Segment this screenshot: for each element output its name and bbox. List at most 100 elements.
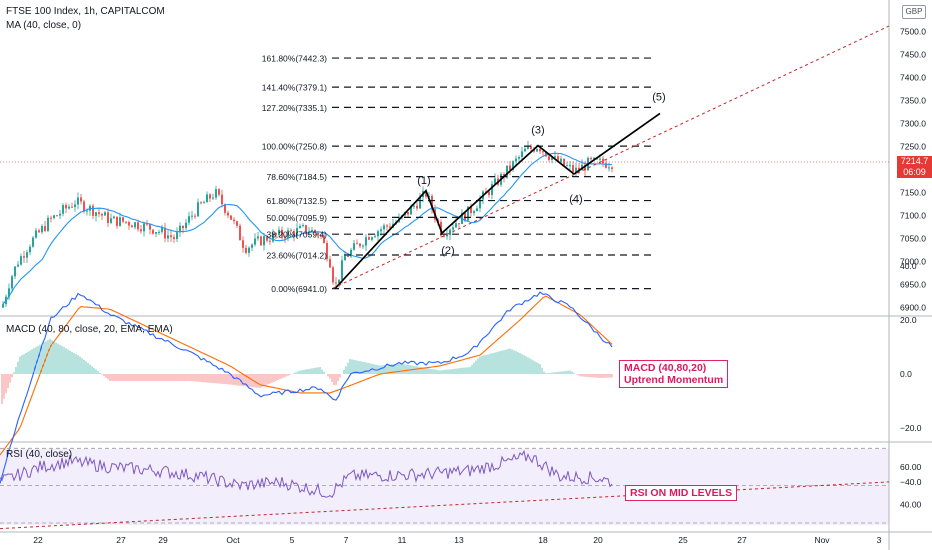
rsi-annotation[interactable]: RSI ON MID LEVELS xyxy=(625,485,738,501)
price-axis-tick: 7100.0 xyxy=(900,211,926,221)
candle-body xyxy=(542,151,544,153)
candle-body xyxy=(605,163,607,168)
rsi-legend[interactable]: RSI (40, close) xyxy=(6,449,73,460)
candle-body xyxy=(164,227,166,239)
time-axis-tick: 27 xyxy=(116,535,126,545)
candle-body xyxy=(131,225,133,228)
candle-body xyxy=(233,219,235,222)
candle-body xyxy=(362,245,364,247)
candle-body xyxy=(206,194,208,203)
candle-body xyxy=(152,229,154,234)
candle-body xyxy=(125,221,127,223)
candle-body xyxy=(356,243,358,245)
candle-body xyxy=(359,243,361,247)
candle-body xyxy=(158,231,160,233)
candle-body xyxy=(8,288,10,297)
price-axis-tick: 7350.0 xyxy=(900,96,926,106)
candle-body xyxy=(527,146,529,149)
wave-label: (3) xyxy=(531,125,544,137)
candle-body xyxy=(20,256,22,265)
time-axis-tick: 7 xyxy=(344,535,349,545)
macd-annotation[interactable]: MACD (40,80,20) Uptrend Momentum xyxy=(619,360,729,388)
candle-body xyxy=(44,226,46,231)
candle-body xyxy=(539,149,541,152)
wave-label: (2) xyxy=(441,245,454,257)
candle-body xyxy=(59,213,61,216)
candle-body xyxy=(203,202,205,204)
candle-body xyxy=(524,148,526,152)
candle-body xyxy=(149,224,151,230)
candle-body xyxy=(215,189,217,198)
fib-level-label: 141.40%(7379.1) xyxy=(262,83,327,93)
symbol-title[interactable]: FTSE 100 Index, 1h, CAPITALCOM xyxy=(6,6,165,17)
candle-body xyxy=(377,231,379,237)
candle-body xyxy=(470,206,472,214)
price-axis-tick: 7500.0 xyxy=(900,27,926,37)
fib-level-label: 100.00%(7250.8) xyxy=(262,142,327,152)
fib-level-label: 23.60%(7014.2) xyxy=(267,250,328,260)
candle-body xyxy=(50,217,52,219)
macd-axis-tick: 20.0 xyxy=(900,315,917,325)
candle-body xyxy=(509,165,511,170)
candle-body xyxy=(14,266,16,277)
candle-body xyxy=(599,158,601,160)
candle-body xyxy=(374,236,376,238)
candle-body xyxy=(11,276,13,289)
candle-body xyxy=(179,225,181,233)
candle-body xyxy=(35,230,37,238)
rsi-axis-tick: 40.00 xyxy=(900,499,922,509)
fib-level-label: 78.60%(7184.5) xyxy=(267,172,328,182)
candle-body xyxy=(467,206,469,221)
candle-body xyxy=(290,230,292,232)
candle-body xyxy=(56,215,58,217)
candle-body xyxy=(389,226,391,228)
candle-body xyxy=(518,156,520,159)
candle-body xyxy=(251,244,253,248)
wave-label: (4) xyxy=(569,194,582,206)
candle-body xyxy=(608,167,610,169)
candle-body xyxy=(425,190,427,197)
candle-body xyxy=(320,235,322,237)
candle-body xyxy=(353,243,355,250)
candle-body xyxy=(245,247,247,253)
candle-body xyxy=(413,205,415,207)
candle-body xyxy=(185,222,187,229)
currency-button[interactable]: GBP xyxy=(902,5,926,19)
candle-body xyxy=(416,205,418,209)
price-axis-tick: 7000.0 xyxy=(900,257,926,267)
elliott-wave-layer[interactable]: (1) (2) (3) (4) (5) xyxy=(332,25,890,290)
fib-level-label: 127.20%(7335.1) xyxy=(262,103,327,113)
candle-body xyxy=(188,216,190,223)
candle-body xyxy=(611,167,613,170)
candle-body xyxy=(209,194,211,199)
candle-body xyxy=(137,222,139,230)
candle-body xyxy=(380,229,382,232)
candle-body xyxy=(332,267,334,283)
candle-body xyxy=(449,229,451,235)
fib-level-label: 38.20%(7059.4) xyxy=(267,230,328,240)
candle-body xyxy=(455,223,457,228)
macd-legend[interactable]: MACD (40, 80, close, 20, EMA, EMA) xyxy=(6,324,173,335)
time-axis-tick: 25 xyxy=(678,535,688,545)
candle-body xyxy=(173,237,175,240)
candle-body xyxy=(116,216,118,226)
price-axis-tick: 7400.0 xyxy=(900,73,926,83)
candle-body xyxy=(140,229,142,232)
candle-body xyxy=(476,208,478,212)
candle-body xyxy=(350,249,352,257)
candle-body xyxy=(212,197,214,199)
time-axis-tick: 29 xyxy=(158,535,168,545)
candle-body xyxy=(488,191,490,195)
macd-axis-tick: 0.0 xyxy=(900,369,912,379)
candles-layer xyxy=(2,140,613,309)
candle-body xyxy=(569,165,571,167)
candle-body xyxy=(23,256,25,258)
candle-body xyxy=(326,243,328,260)
candle-body xyxy=(566,165,568,167)
candle-body xyxy=(302,225,304,227)
ma-legend[interactable]: MA (40, close, 0) xyxy=(6,20,82,31)
rsi-line xyxy=(0,449,613,498)
candle-body xyxy=(371,237,373,240)
candle-body xyxy=(221,194,223,205)
